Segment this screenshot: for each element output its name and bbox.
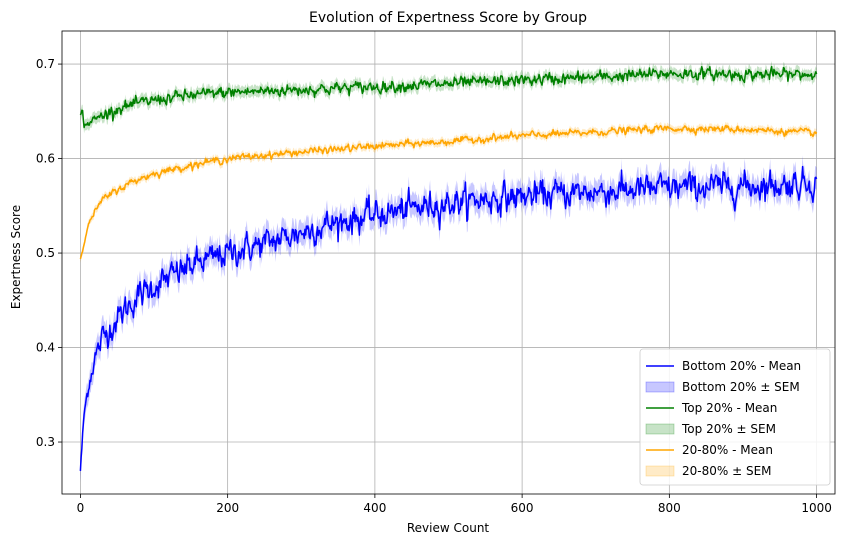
y-axis-title: Expertness Score	[9, 205, 23, 309]
x-tick-label: 200	[216, 501, 239, 515]
legend-label: 20-80% ± SEM	[682, 464, 772, 478]
y-tick-label: 0.6	[36, 152, 55, 166]
legend-band-swatch	[645, 465, 675, 477]
y-tick-label: 0.7	[36, 57, 55, 71]
mean-line-bottom-20	[79, 165, 818, 472]
legend-band-swatch	[645, 381, 675, 393]
x-tick-label: 1000	[801, 501, 832, 515]
y-tick-label: 0.5	[36, 246, 55, 260]
x-tick-label: 400	[363, 501, 386, 515]
x-tick-label: 0	[77, 501, 85, 515]
legend-label: 20-80% - Mean	[682, 443, 773, 457]
legend-label: Bottom 20% - Mean	[682, 359, 801, 373]
legend-label: Top 20% ± SEM	[681, 422, 776, 436]
y-tick-label: 0.4	[36, 341, 55, 355]
y-tick-label: 0.3	[36, 435, 55, 449]
grid	[62, 31, 835, 494]
series-lines	[79, 65, 818, 472]
legend-label: Top 20% - Mean	[681, 401, 777, 415]
mean-line-top-20	[79, 65, 818, 129]
x-tick-label: 600	[511, 501, 534, 515]
axis-ticks: 0 200 400 600 800 1000 0.3 0.4 0.5 0.6 0.7	[36, 57, 832, 515]
legend-band-swatch	[645, 423, 675, 435]
x-axis-title: Review Count	[407, 521, 490, 535]
chart-title: Evolution of Expertness Score by Group	[309, 10, 587, 26]
legend-box	[639, 348, 831, 486]
plot-frame	[61, 30, 836, 495]
legend: Bottom 20% - Mean Bottom 20% ± SEM Top 20%…	[639, 348, 831, 486]
sem-band-top-20	[80, 60, 817, 134]
x-tick-label: 800	[658, 501, 681, 515]
mean-line-20-80	[79, 124, 818, 260]
legend-label: Bottom 20% ± SEM	[682, 380, 800, 394]
